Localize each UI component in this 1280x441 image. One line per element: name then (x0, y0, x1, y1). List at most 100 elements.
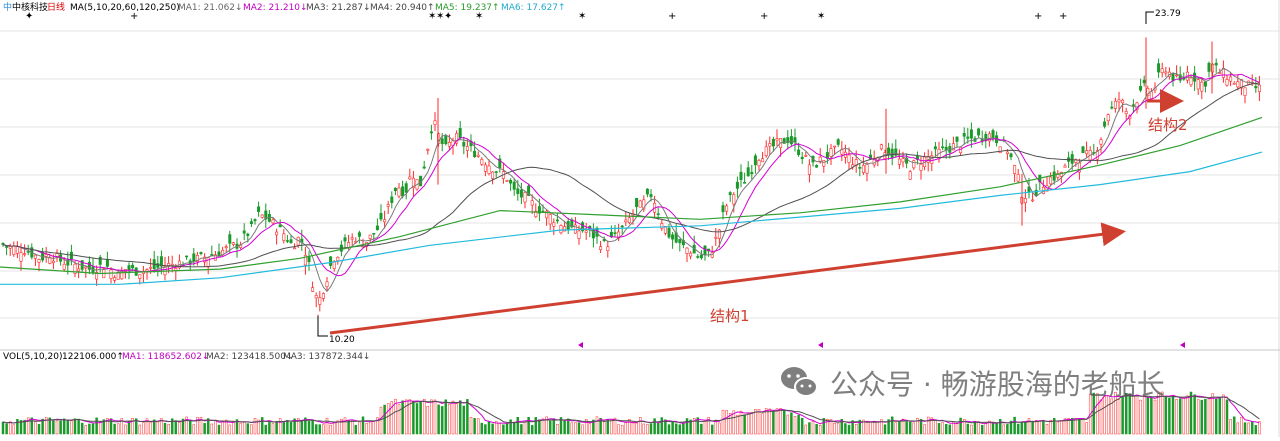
candle-body (685, 247, 689, 254)
volume-bar (80, 422, 84, 435)
volume-bar (1103, 396, 1106, 435)
candle-body (786, 137, 790, 144)
candle-body (26, 251, 30, 253)
volume-bar (530, 425, 534, 435)
candle-body (944, 146, 948, 151)
candle-body (656, 213, 660, 215)
candle-body (1005, 151, 1009, 154)
candle-body (635, 197, 639, 207)
volume-bar (757, 409, 761, 435)
candle-body (822, 160, 826, 167)
volume-bar (826, 418, 829, 435)
candle-body (735, 181, 739, 189)
volume-bar (1229, 419, 1232, 435)
volume-bar (556, 424, 559, 435)
candle-body (966, 136, 970, 139)
volume-bar (26, 417, 30, 435)
candle-body (678, 239, 682, 244)
volume-bar (1006, 424, 1009, 435)
volume-bar (448, 403, 451, 435)
candle-body (1200, 81, 1204, 92)
candle-body (19, 252, 23, 262)
volume-bar (70, 420, 73, 435)
volume-bar (48, 417, 52, 435)
volume-bar (77, 418, 80, 435)
ma2-line (2, 73, 1260, 277)
volume-bar (944, 424, 948, 435)
volume-bar (548, 420, 552, 435)
low-label: 10.20 (329, 335, 355, 345)
name-prefix: 中 (3, 1, 12, 13)
candle-body (1063, 165, 1067, 168)
volume-bar (919, 419, 923, 435)
volume-bar (325, 417, 329, 435)
volume-bar (754, 409, 757, 435)
volume-bar (379, 406, 383, 435)
volume-bar (736, 414, 739, 435)
candle-body (1113, 100, 1117, 109)
candle-body (203, 256, 207, 263)
candle-body (1254, 86, 1258, 89)
volume-bar (343, 417, 347, 435)
candle-body (969, 129, 973, 139)
volume-bar (628, 419, 631, 435)
candle-body (48, 257, 52, 264)
volume-bar (62, 418, 66, 435)
candle-body (797, 149, 801, 155)
volume-bar (1211, 393, 1214, 435)
candle-body (681, 240, 685, 246)
candle-body (1193, 72, 1197, 82)
volume-bar (786, 414, 790, 435)
candle-body (847, 154, 851, 163)
volume-bar (1139, 399, 1142, 435)
volume-bar (386, 403, 390, 435)
volume-bar (1196, 399, 1200, 435)
volume-bar (1160, 391, 1164, 435)
volume-bar (1175, 399, 1178, 435)
vol-ma3: MA3: 137872.344↓ (283, 352, 370, 362)
volume-bar (221, 420, 224, 435)
candle-body (696, 256, 700, 258)
candle-body (757, 160, 761, 167)
candle-body (33, 254, 37, 259)
volume-bar (660, 417, 664, 435)
volume-bar (1074, 418, 1078, 435)
candle-body (699, 254, 703, 259)
volume-bar (268, 422, 271, 435)
volume-bar (163, 422, 167, 435)
volume-bar (646, 424, 649, 435)
volume-bar (880, 419, 883, 435)
volume-bar (412, 400, 415, 435)
volume-bar (210, 423, 214, 435)
candle-body (149, 266, 153, 269)
volume-bar (314, 424, 318, 435)
candle-body (113, 277, 117, 281)
candle-body (815, 165, 819, 168)
event-marker: ✶ (428, 11, 436, 22)
volume-bar (782, 410, 786, 435)
candle-body (1142, 79, 1146, 84)
volume-bar (484, 424, 487, 435)
volume-bar (667, 424, 671, 435)
candle-body (1124, 111, 1128, 114)
candle-body (552, 222, 556, 227)
candle-body (620, 225, 624, 228)
volume-bar (534, 417, 538, 435)
volume-bar (1189, 391, 1193, 435)
volume-bar (286, 419, 289, 435)
volume-bar (340, 418, 343, 435)
candle-body (962, 133, 966, 137)
candle-body (1157, 63, 1161, 73)
candle-body (584, 230, 588, 233)
candle-body (789, 136, 793, 145)
volume-bar (1178, 398, 1182, 435)
candle-body (87, 261, 91, 270)
candle-body (905, 157, 909, 164)
candle-body (1099, 139, 1103, 145)
volume-bar (1207, 398, 1211, 435)
volume-bar (404, 399, 408, 435)
volume-bar (732, 410, 736, 435)
ma3-value: MA3: 21.287↓ (306, 3, 371, 13)
volume-bar (822, 418, 826, 435)
volume-bar (419, 401, 422, 435)
